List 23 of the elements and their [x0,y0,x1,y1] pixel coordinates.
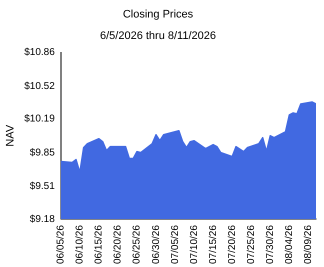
y-tick-label: $10.19 [24,114,56,125]
x-tick-label: 06/25/26 [132,224,143,264]
y-tick-label: $9.85 [30,147,56,158]
x-tick-label: 08/04/26 [284,224,296,264]
x-tick-label: 06/05/26 [56,224,67,264]
y-tick-label: $9.51 [30,181,56,192]
chart-title: Closing Prices [122,8,194,21]
x-tick-label: 06/30/26 [150,224,162,264]
y-tick-label: $10.52 [24,80,56,92]
y-axis-title: NAV [4,124,17,147]
x-tick-label: 06/20/26 [112,224,124,264]
x-tick-label: 07/10/26 [188,224,200,264]
x-tick-label: 06/15/26 [94,224,105,264]
x-tick-label: 07/20/26 [226,224,238,264]
x-tick-label: 07/05/26 [170,224,181,264]
x-tick-label: 08/09/26 [303,224,314,264]
x-tick-label: 07/15/26 [208,224,219,264]
x-tick-label: 06/10/26 [74,224,86,264]
y-tick-label: $10.86 [24,47,56,58]
chart-subtitle: 6/5/2026 thru 8/11/2026 [100,30,216,42]
x-tick-label: 07/30/26 [265,224,276,264]
x-tick-label: 07/25/26 [246,224,257,264]
y-tick-label: $9.18 [30,214,56,225]
